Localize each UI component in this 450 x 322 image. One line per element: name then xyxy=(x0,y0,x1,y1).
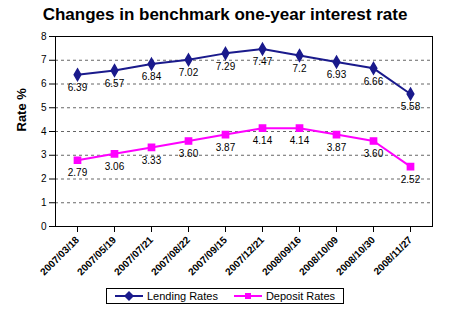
svg-text:6.57: 6.57 xyxy=(105,78,125,89)
svg-text:2008/10/30: 2008/10/30 xyxy=(334,234,377,277)
svg-text:2008/11/27: 2008/11/27 xyxy=(371,234,414,277)
svg-text:3.87: 3.87 xyxy=(216,142,236,153)
svg-text:3: 3 xyxy=(41,149,47,160)
svg-text:0: 0 xyxy=(41,221,47,232)
svg-text:2007/08/22: 2007/08/22 xyxy=(149,234,193,278)
svg-text:8: 8 xyxy=(41,31,47,42)
svg-text:6.66: 6.66 xyxy=(364,76,384,87)
svg-text:3.33: 3.33 xyxy=(142,155,162,166)
svg-text:2008/09/16: 2008/09/16 xyxy=(260,234,304,278)
svg-text:7: 7 xyxy=(41,54,47,65)
svg-text:7.47: 7.47 xyxy=(253,56,273,67)
svg-text:2007/03/18: 2007/03/18 xyxy=(38,234,82,278)
svg-text:3.87: 3.87 xyxy=(327,142,347,153)
svg-text:2: 2 xyxy=(41,173,47,184)
svg-text:6: 6 xyxy=(41,78,47,89)
svg-text:2.79: 2.79 xyxy=(68,167,88,178)
svg-text:4.14: 4.14 xyxy=(290,135,310,146)
svg-text:3.60: 3.60 xyxy=(364,148,384,159)
svg-text:5.58: 5.58 xyxy=(401,101,421,112)
svg-text:3.60: 3.60 xyxy=(179,148,199,159)
svg-text:4.14: 4.14 xyxy=(253,135,273,146)
svg-text:4: 4 xyxy=(41,126,47,137)
svg-text:2007/05/19: 2007/05/19 xyxy=(75,234,119,278)
html-text:Lending Rates: Lending Rates xyxy=(147,290,218,302)
html-text:Deposit Rates: Deposit Rates xyxy=(265,290,335,302)
svg-text:1: 1 xyxy=(41,197,47,208)
svg-text:3.06: 3.06 xyxy=(105,161,125,172)
svg-text:7.02: 7.02 xyxy=(179,67,199,78)
svg-text:2007/09/15: 2007/09/15 xyxy=(186,234,230,278)
svg-text:6.84: 6.84 xyxy=(142,71,162,82)
svg-text:6.93: 6.93 xyxy=(327,69,347,80)
svg-text:6.39: 6.39 xyxy=(68,82,88,93)
svg-text:Rate %: Rate % xyxy=(14,88,29,132)
svg-text:7.2: 7.2 xyxy=(293,63,307,74)
svg-text:2008/10/09: 2008/10/09 xyxy=(297,234,341,278)
html-text:Changes in benchmark one-year: Changes in benchmark one-year interest r… xyxy=(42,5,408,24)
svg-text:2007/12/21: 2007/12/21 xyxy=(223,234,267,278)
svg-text:5: 5 xyxy=(41,102,47,113)
svg-text:2007/07/21: 2007/07/21 xyxy=(112,234,156,278)
svg-text:7.29: 7.29 xyxy=(216,61,236,72)
svg-text:2.52: 2.52 xyxy=(401,174,421,185)
